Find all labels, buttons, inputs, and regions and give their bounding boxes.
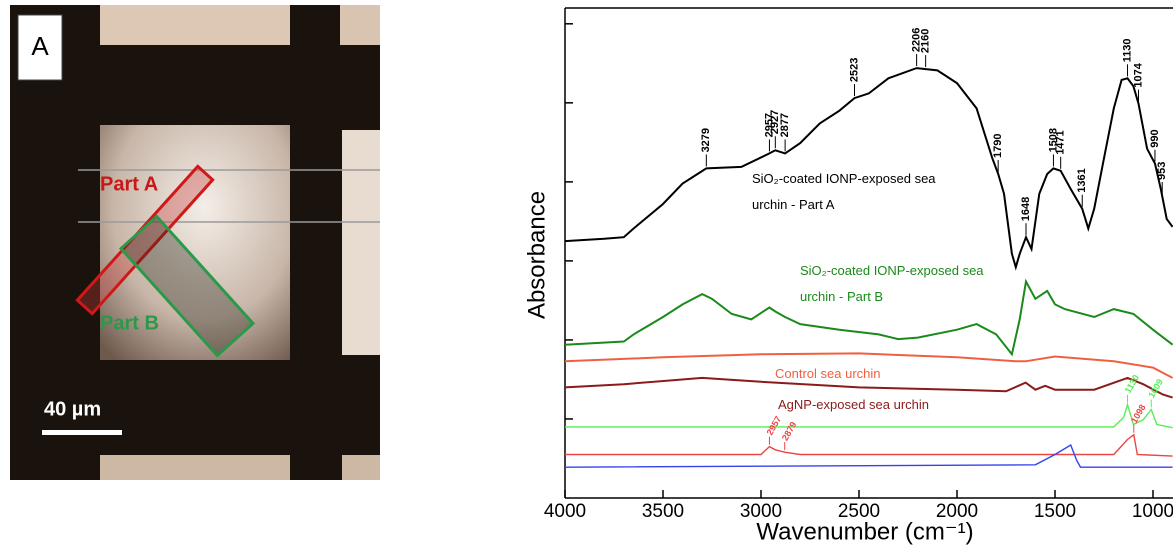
x-tick-label: 1500 <box>1034 501 1076 522</box>
peak-label: 2879 <box>780 420 799 442</box>
x-tick-label: 3000 <box>740 501 782 522</box>
peak-label: 1009 <box>1146 377 1165 399</box>
grid-window <box>342 455 380 480</box>
peak-label: 1790 <box>992 133 1004 157</box>
scale-bar <box>42 430 122 435</box>
micrograph: A Part A Part B 40 µm <box>10 5 380 480</box>
grid-window <box>100 455 290 480</box>
grid-window <box>340 5 380 45</box>
panel-label: A <box>31 31 49 61</box>
peak-label: 1648 <box>1020 197 1032 221</box>
spectrum-line <box>565 445 1173 467</box>
peak-label: 1471 <box>1055 130 1067 154</box>
scale-bar-label: 40 µm <box>44 398 101 420</box>
peak-label: 1361 <box>1076 168 1088 192</box>
series-label: AgNP-exposed sea urchin <box>778 392 1038 418</box>
x-tick-label: 2000 <box>936 501 978 522</box>
page: {"image": {"panel_label": "A", "region_l… <box>0 0 1173 550</box>
x-tick-label: 4000 <box>544 501 586 522</box>
x-tick-label: 1000 <box>1132 501 1173 522</box>
peak-label: 3279 <box>700 128 712 152</box>
peak-label: 1098 <box>1129 403 1148 425</box>
x-axis-title: Wavenumber (cm⁻¹) <box>756 518 973 545</box>
series-label: SiO₂-coated IONP-exposed sea urchin - Pa… <box>800 258 1000 310</box>
series-label: Control sea urchin <box>775 361 1035 387</box>
peak-label: 990 <box>1149 129 1161 147</box>
grid-window <box>342 130 380 355</box>
series-label: SiO₂-coated IONP-exposed sea urchin - Pa… <box>752 166 952 218</box>
spectrum-line <box>565 435 1173 456</box>
y-axis-title: Absorbance <box>523 191 550 319</box>
peak-label: 1130 <box>1121 38 1133 62</box>
grid-window <box>100 5 290 45</box>
peak-label: 2523 <box>848 58 860 82</box>
peak-label: 1074 <box>1132 62 1144 87</box>
peak-label: 1130 <box>1123 373 1141 395</box>
x-tick-label: 2500 <box>838 501 880 522</box>
peak-label: 2877 <box>779 113 791 137</box>
x-tick-label: 3500 <box>642 501 684 522</box>
peak-label: 953 <box>1156 162 1168 180</box>
peak-label: 2160 <box>920 29 932 53</box>
region-label: Part B <box>100 312 159 334</box>
region-label: Part A <box>100 173 158 195</box>
